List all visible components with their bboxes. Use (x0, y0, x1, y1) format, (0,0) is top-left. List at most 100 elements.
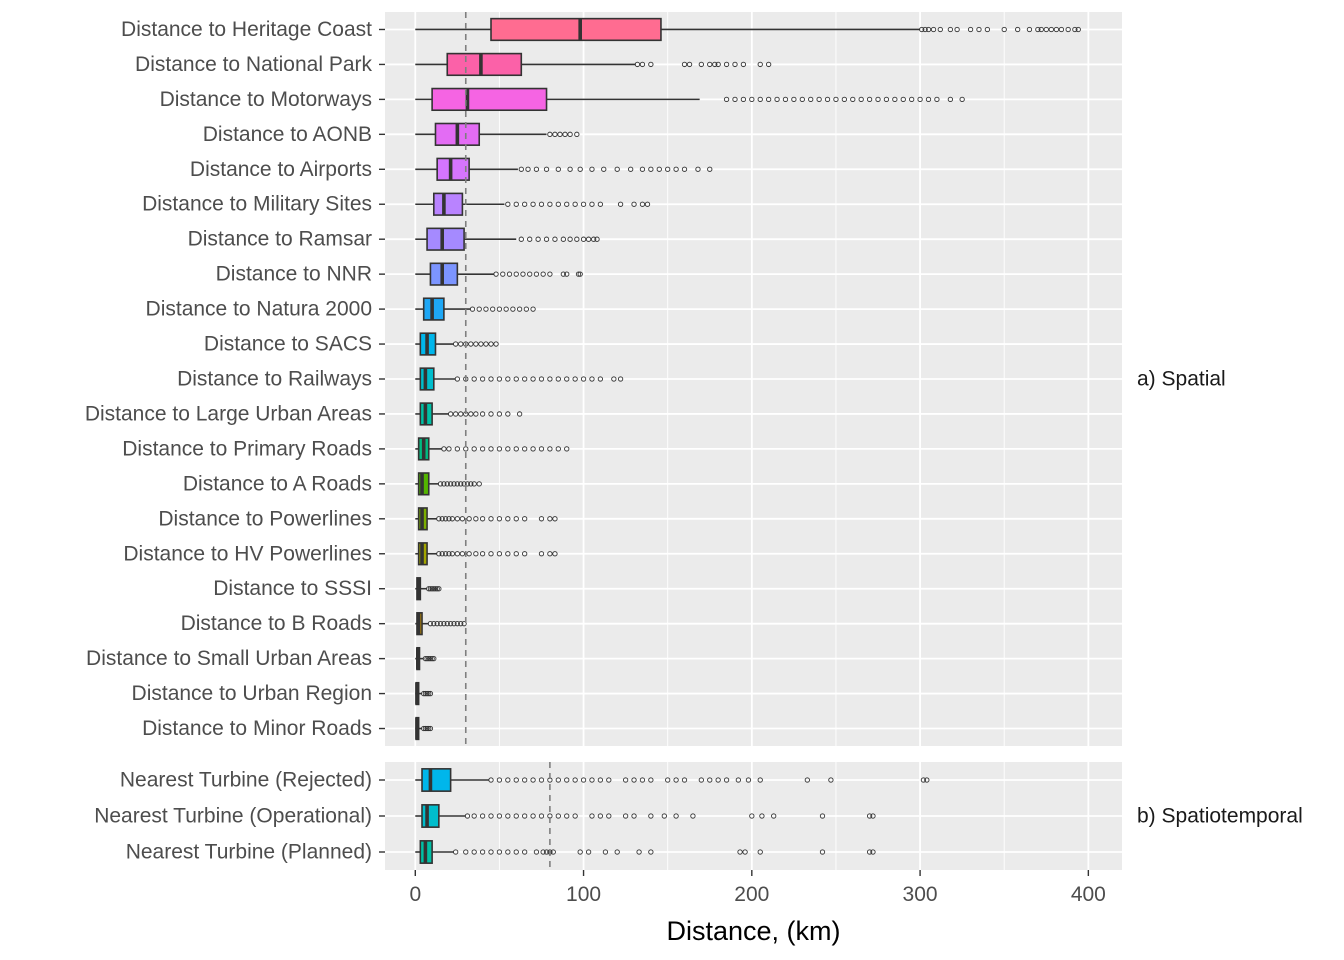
outlier-point (488, 411, 494, 417)
outlier-point (681, 166, 688, 172)
outlier-point (493, 271, 499, 277)
box-row: Distance to Airports (190, 157, 1122, 181)
outlier-point (488, 446, 494, 452)
outlier-point (538, 446, 545, 452)
box-row: Distance to Powerlines (158, 507, 1122, 531)
outlier-point (459, 516, 466, 522)
outlier-point (466, 551, 472, 557)
outlier-point (496, 516, 503, 522)
outlier-point (421, 690, 427, 697)
outlier-point (564, 376, 570, 382)
outlier-point (471, 813, 477, 819)
category-label: Distance to Ramsar (188, 228, 372, 251)
outlier-point (644, 201, 651, 207)
outlier-point (611, 376, 617, 382)
outlier-point (442, 516, 449, 522)
x-tick-label: 300 (903, 883, 938, 906)
outlier-point (513, 201, 519, 207)
outlier-point (453, 849, 459, 855)
outlier-point (577, 271, 583, 277)
outlier-point (518, 236, 524, 242)
outlier-point (631, 201, 637, 207)
category-label: Distance to Powerlines (158, 507, 372, 530)
outlier-point (468, 411, 474, 417)
outlier-point (723, 777, 730, 783)
outlier-point (934, 96, 940, 103)
outlier-point (422, 725, 429, 732)
outlier-point (463, 849, 469, 855)
outlier-point (580, 376, 587, 382)
outlier-point (648, 777, 654, 783)
outlier-point (765, 96, 772, 103)
outlier-point (922, 26, 928, 33)
outlier-point (431, 621, 437, 627)
outlier-point (439, 551, 445, 557)
outlier-point (564, 271, 570, 277)
outlier-point (954, 26, 960, 33)
outlier-point (774, 96, 780, 103)
category-label: Nearest Turbine (Rejected) (120, 769, 372, 792)
outlier-point (552, 236, 558, 242)
outlier-point (451, 481, 457, 487)
outlier-point (513, 516, 519, 522)
category-label: Distance to NNR (216, 263, 372, 286)
outlier-point (757, 96, 763, 103)
outlier-point (984, 26, 991, 33)
outlier-point (555, 376, 561, 382)
outlier-point (735, 777, 742, 783)
outlier-point (543, 849, 550, 855)
outlier-point (698, 777, 704, 783)
outlier-point (712, 61, 718, 68)
outlier-point (866, 849, 873, 855)
outlier-point (503, 306, 509, 312)
outlier-point (436, 516, 442, 522)
outlier-point (516, 306, 523, 312)
outlier-point (522, 777, 528, 783)
outlier-point (1015, 26, 1021, 33)
outlier-point (505, 446, 511, 452)
outlier-point (707, 61, 713, 68)
outlier-point (510, 306, 516, 312)
outlier-point (580, 201, 587, 207)
outlier-point (648, 849, 654, 855)
outlier-point (483, 306, 489, 312)
outlier-point (518, 166, 524, 172)
outlier-point (538, 516, 545, 522)
outlier-point (765, 61, 772, 68)
outlier-point (449, 516, 455, 522)
panel-2: Nearest Turbine (Rejected) Nearest Turbin… (94, 762, 1303, 870)
outlier-point (597, 376, 604, 382)
outlier-point (500, 271, 506, 277)
outlier-point (909, 96, 915, 103)
outlier-point (506, 271, 513, 277)
outlier-point (530, 446, 536, 452)
outlier-point (602, 849, 609, 855)
outlier-point (496, 777, 503, 783)
outlier-point (441, 446, 447, 452)
box (436, 157, 470, 181)
outlier-point (920, 777, 927, 783)
outlier-point (589, 201, 595, 207)
box-row: Distance to Natura 2000 (146, 297, 1122, 321)
outlier-point (538, 777, 545, 783)
outlier-point (434, 621, 440, 627)
outlier-point (483, 341, 489, 347)
box (432, 192, 464, 216)
outlier-point (572, 777, 578, 783)
outlier-point (471, 446, 477, 452)
outlier-point (471, 849, 477, 855)
outlier-point (488, 813, 494, 819)
box-row: Distance to AONB (203, 122, 1122, 146)
box-row: Distance to Motorways (160, 87, 1122, 112)
outlier-point (426, 586, 432, 592)
outlier-point (547, 131, 553, 137)
outlier-point (742, 849, 748, 855)
outlier-point (560, 271, 567, 277)
box-row: Distance to Heritage Coast (121, 17, 1122, 42)
outlier-point (493, 341, 499, 347)
outlier-point (976, 26, 982, 33)
outlier-point (622, 777, 629, 783)
outlier-point (698, 61, 704, 68)
box-row: Nearest Turbine (Operational) (94, 804, 1122, 828)
